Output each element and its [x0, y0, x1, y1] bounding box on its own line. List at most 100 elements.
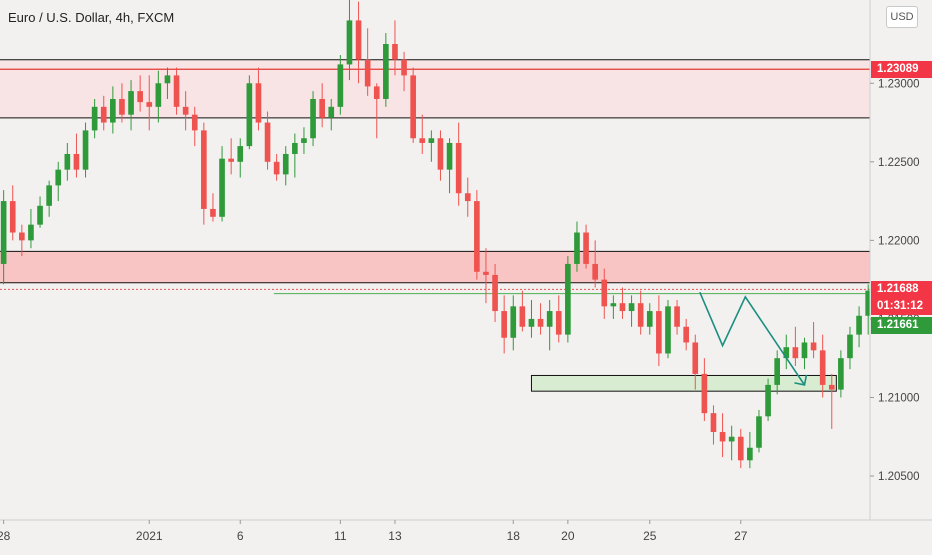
price-tick-label: 1.20500 [878, 471, 920, 483]
candle-body [46, 185, 52, 206]
candle-body [228, 158, 234, 162]
candle-body [619, 303, 626, 312]
candles [0, 0, 899, 469]
chart-title: Euro / U.S. Dollar, 4h, FXCM [8, 10, 175, 25]
price-tick-label: 1.23000 [878, 78, 920, 90]
candle-body [201, 130, 207, 209]
candle-body [692, 342, 699, 374]
candle-body [719, 432, 726, 442]
candle-body [100, 106, 107, 123]
candle-body [383, 43, 389, 99]
candle-body [255, 83, 262, 123]
candle-body [510, 306, 517, 338]
candle-body [865, 290, 872, 316]
time-tick-label: 20 [561, 529, 575, 543]
candle-body [55, 169, 62, 186]
candle-body [546, 311, 553, 327]
candle-body [319, 98, 325, 118]
candle-body [792, 347, 799, 359]
candle-body [191, 114, 198, 131]
candle-body [182, 106, 189, 115]
candle-body [437, 138, 444, 170]
candle-body [528, 318, 535, 327]
candle-body [783, 347, 790, 359]
price-tag: 1.23089 [871, 60, 932, 78]
candle-body [73, 153, 80, 170]
candle-body [446, 142, 453, 170]
candle-body [373, 86, 380, 99]
candle-body [82, 130, 89, 170]
candle-body [492, 274, 498, 312]
time-tick-label: 28 [0, 529, 11, 543]
time-tick-label: 25 [643, 529, 657, 543]
candle-body [392, 43, 398, 60]
candle-body [592, 263, 598, 280]
candle-body [155, 83, 162, 107]
candle-body [455, 142, 462, 194]
projection-arrow [699, 291, 806, 386]
candle-body [410, 75, 416, 139]
candle-body [646, 311, 653, 327]
candle-body [628, 303, 635, 312]
candle-body [765, 384, 771, 417]
candle-body [519, 306, 526, 327]
price-tag: 1.21688 [871, 280, 932, 298]
demand-zone [530, 374, 837, 392]
price-tick-label: 1.22000 [878, 235, 920, 247]
candle-body [37, 205, 43, 225]
price-axis [870, 0, 932, 550]
candle-body [364, 59, 371, 87]
arrowhead [794, 374, 808, 386]
candle-body [583, 232, 589, 264]
candle-body [756, 416, 762, 448]
time-tick-label: 27 [734, 529, 748, 543]
candle-body [19, 232, 25, 241]
candle-body [483, 271, 489, 275]
candle-body [137, 91, 143, 103]
price-tag: 01:31:12 [871, 298, 932, 316]
currency-button[interactable]: USD [886, 6, 918, 28]
candle-body [164, 75, 171, 84]
candle-body [9, 201, 16, 233]
time-tick-label: 11 [334, 529, 347, 543]
candle-body [273, 161, 280, 175]
candle-body [237, 146, 244, 162]
candle-body [173, 75, 180, 107]
candle-body [847, 334, 853, 359]
candle-body [737, 436, 744, 461]
candle-body [210, 208, 216, 217]
price-tick-label: 1.21000 [878, 392, 920, 404]
candle-body [337, 64, 344, 107]
time-tick-label: 2021 [136, 529, 163, 543]
candle-body [474, 201, 480, 272]
candle-body [501, 311, 507, 338]
candle-body [828, 384, 835, 390]
candle-body [838, 358, 844, 390]
time-tick-label: 13 [388, 529, 402, 543]
candle-body [64, 153, 71, 170]
candle-body [555, 311, 562, 335]
resistance-zone [0, 251, 870, 283]
candle-body [428, 138, 435, 143]
candle-body [665, 306, 671, 354]
time-tick-label: 6 [237, 529, 244, 543]
candle-body [774, 358, 780, 385]
candle-body [119, 98, 125, 115]
candle-body [637, 303, 644, 327]
candle-body [355, 20, 362, 60]
candle-body [128, 91, 134, 115]
candle-body [146, 102, 153, 107]
candle-body [401, 59, 407, 76]
price-tag: 1.21661 [871, 317, 932, 335]
candle-body [282, 153, 289, 175]
candle-body [674, 306, 680, 327]
candle-body [728, 436, 735, 442]
candle-body [610, 303, 617, 307]
candle-body [464, 193, 471, 202]
candle-body [710, 413, 717, 433]
candle-body [264, 122, 271, 162]
candle-body [656, 311, 662, 354]
price-tick-label: 1.22500 [878, 157, 920, 169]
